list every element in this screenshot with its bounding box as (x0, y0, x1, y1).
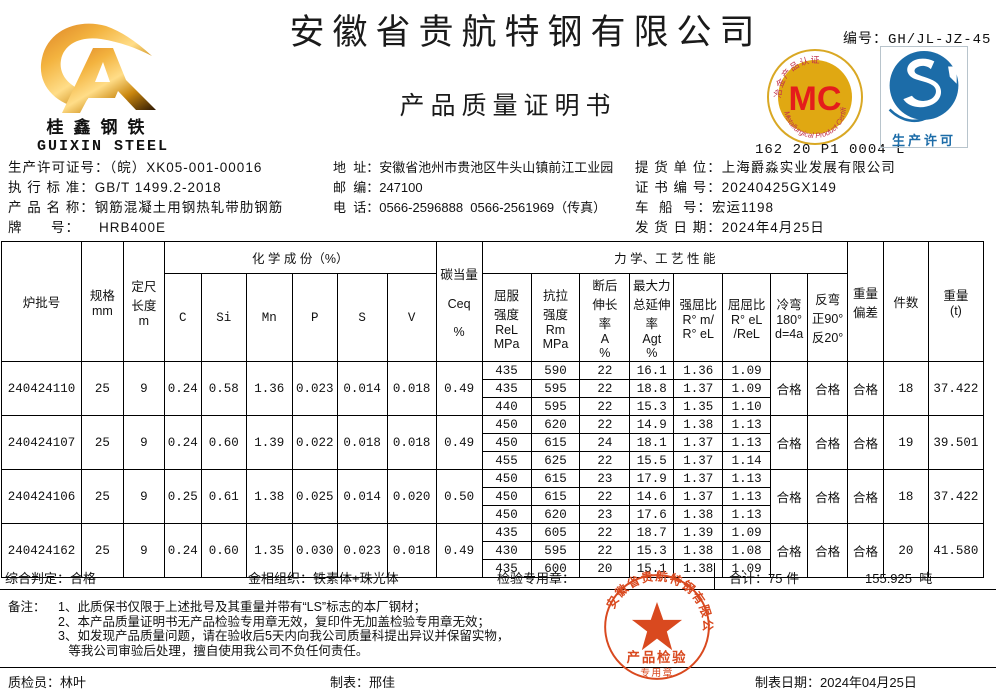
svg-text:MC: MC (789, 80, 842, 118)
svg-text:专用章: 专用章 (640, 666, 674, 679)
svg-text:产品检验: 产品检验 (627, 649, 688, 665)
